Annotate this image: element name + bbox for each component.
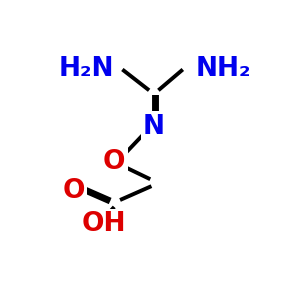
Text: O: O: [103, 149, 125, 175]
Text: OH: OH: [82, 211, 126, 237]
Text: N: N: [143, 114, 165, 140]
Text: H₂N: H₂N: [59, 56, 114, 82]
Text: NH₂: NH₂: [196, 56, 251, 82]
Text: O: O: [62, 178, 85, 204]
